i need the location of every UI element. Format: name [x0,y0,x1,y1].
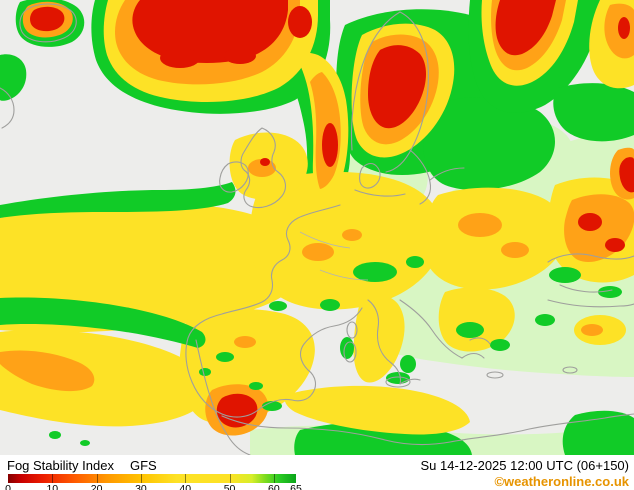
map-coastlines-layer [0,3,634,455]
legend-tick-label: 65 [290,483,302,490]
copyright-label: ©weatheronline.co.uk [494,474,629,489]
map-red-layer [30,0,634,428]
map-title-text: Fog Stability Index [7,458,114,473]
map-footer: Fog Stability Index GFS 0 10 20 30 40 50 60 65 S… [0,455,634,490]
legend-tick-label: 0 [5,483,11,490]
legend-tick-notch [229,474,231,483]
legend-color-bar [8,474,296,483]
legend-tick-label: 20 [90,483,103,490]
legend-tick-notch [52,474,54,483]
legend-tick-label: 10 [46,483,59,490]
legend-tick-label: 40 [179,483,192,490]
map-title: Fog Stability Index GFS [7,458,157,473]
map-green-over-layer [0,182,622,446]
legend-tick-label: 50 [223,483,236,490]
legend-tick-label: 60 [268,483,280,490]
legend-tick-notch [96,474,98,483]
legend-tick-notch [273,474,275,483]
weather-map [0,0,634,455]
legend-tick-label: 30 [135,483,147,490]
legend-tick-labels: 0 10 20 30 40 50 60 65 [5,483,302,490]
legend-tick-notch [185,474,187,483]
legend-tick-notch [140,474,142,483]
model-label: GFS [129,458,157,473]
forecast-datetime: Su 14-12-2025 12:00 UTC (06+150) [420,458,630,473]
weather-map-svg [0,0,634,455]
